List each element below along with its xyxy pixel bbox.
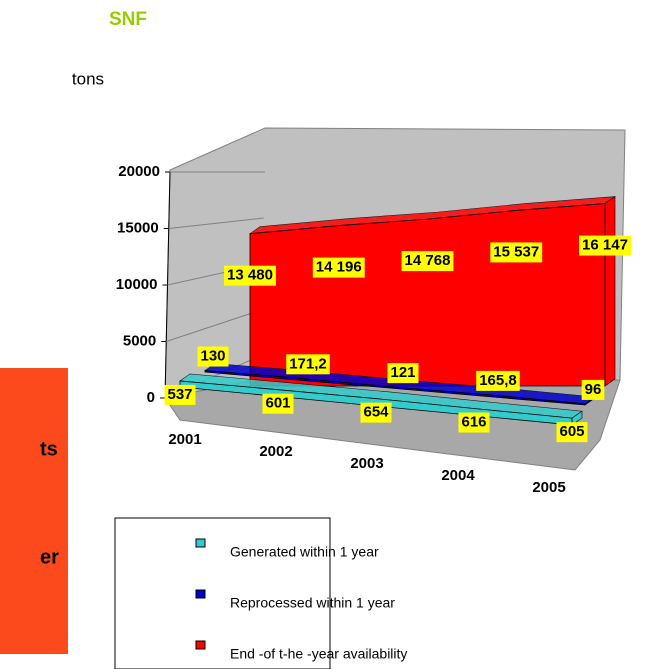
data-label: 654 [363,404,389,421]
data-label-bg [312,257,365,278]
data-label: 14 768 [405,252,451,269]
data-label-bg [286,354,330,375]
y-axis-label: tons [72,69,104,88]
data-label-bg [556,422,588,443]
data-label-bg [579,235,631,256]
data-label: 171,2 [289,355,327,372]
annotation: ts [40,438,58,460]
data-label-bg [458,412,490,433]
data-label-bg [387,363,419,384]
legend-swatch [195,640,206,650]
grid-line [168,217,264,229]
x-tick-label: 2001 [168,431,201,448]
annotation: er [40,546,59,568]
legend-label: Reprocessed within 1 year [230,595,395,611]
data-label-bg [262,393,294,414]
area [204,370,586,406]
y-tick-label: 0 [147,389,155,406]
data-label: 601 [265,395,290,412]
chart-title: SNF [109,9,147,30]
data-label-bg [197,346,229,367]
x-tick-label: 2005 [532,479,565,496]
grid-line [166,309,262,342]
data-label-bg [164,384,196,405]
legend [114,517,331,669]
data-label: 15 537 [493,243,539,260]
side-panel [0,368,68,654]
data-label-bg [581,379,605,400]
data-label: 121 [390,364,415,381]
data-label: 96 [585,381,602,398]
data-label: 605 [559,423,584,440]
x-tick-label: 2003 [350,455,383,472]
y-tick-label: 20000 [118,163,160,180]
area-side [604,195,616,387]
data-label: 13 480 [227,267,273,284]
data-label-bg [224,265,276,286]
data-label: 14 196 [316,259,362,276]
data-label: 16 147 [582,237,628,254]
y-tick-label: 15000 [117,219,159,236]
data-label: 165,8 [479,372,517,389]
data-label-bg [490,242,543,263]
data-label: 537 [167,386,192,403]
data-label-bg [401,251,454,272]
data-label-bg [476,370,520,391]
legend-label: Generated within 1 year [230,544,379,560]
x-tick-label: 2002 [259,443,292,460]
y-tick-label: 5000 [123,332,156,349]
y-tick-label: 10000 [116,276,158,293]
legend-label: End -of t-he -year availability [230,646,407,662]
data-label: 130 [200,347,225,364]
data-label-bg [360,402,392,423]
legend-swatch [195,589,206,599]
data-label: 616 [461,414,486,431]
x-tick-label: 2004 [441,467,475,484]
legend-swatch [195,538,206,548]
